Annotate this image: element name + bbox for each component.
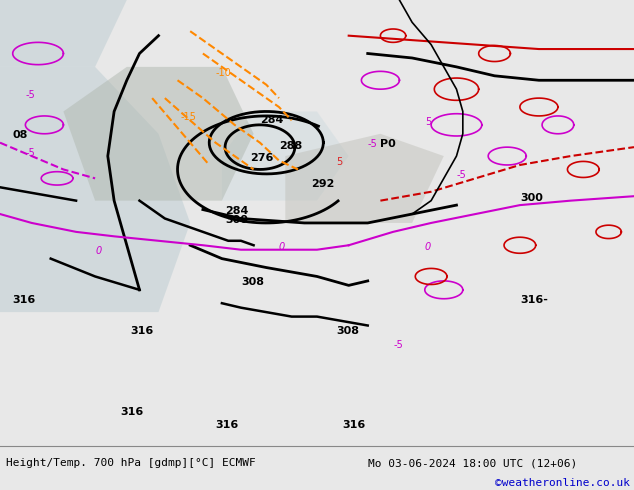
Text: 5: 5	[425, 117, 431, 127]
Polygon shape	[63, 67, 254, 201]
Polygon shape	[222, 112, 349, 201]
Text: -10: -10	[216, 68, 231, 78]
Text: ©weatheronline.co.uk: ©weatheronline.co.uk	[495, 478, 630, 488]
Text: -15: -15	[181, 112, 197, 122]
Text: 288: 288	[279, 142, 302, 151]
Text: 5: 5	[336, 157, 342, 167]
Text: -5: -5	[25, 148, 35, 158]
Text: 316: 316	[13, 295, 36, 305]
Text: 0: 0	[279, 242, 285, 252]
Text: -5: -5	[456, 171, 466, 180]
Polygon shape	[0, 67, 190, 312]
Text: 0: 0	[95, 246, 101, 256]
Polygon shape	[285, 134, 444, 223]
Text: 284: 284	[225, 206, 249, 216]
Text: 308: 308	[241, 277, 264, 287]
Polygon shape	[0, 0, 127, 67]
Text: 316: 316	[342, 420, 366, 430]
Text: 0: 0	[425, 242, 431, 252]
Text: 276: 276	[250, 152, 274, 163]
Text: 08: 08	[13, 130, 28, 140]
Text: -5: -5	[25, 90, 35, 100]
Text: 292: 292	[311, 179, 334, 189]
Text: -5: -5	[393, 340, 403, 350]
Text: Height/Temp. 700 hPa [gdmp][°C] ECMWF: Height/Temp. 700 hPa [gdmp][°C] ECMWF	[6, 458, 256, 468]
Text: 308: 308	[336, 326, 359, 337]
Text: 316-: 316-	[520, 295, 548, 305]
Text: 284: 284	[260, 115, 283, 124]
Text: -5: -5	[368, 139, 377, 149]
Text: 300: 300	[225, 215, 248, 225]
Text: 300: 300	[520, 193, 543, 203]
Text: P0: P0	[380, 139, 396, 149]
Text: 316: 316	[130, 326, 153, 337]
Text: 316: 316	[216, 420, 239, 430]
Text: Mo 03-06-2024 18:00 UTC (12+06): Mo 03-06-2024 18:00 UTC (12+06)	[368, 458, 577, 468]
Text: 316: 316	[120, 407, 144, 416]
